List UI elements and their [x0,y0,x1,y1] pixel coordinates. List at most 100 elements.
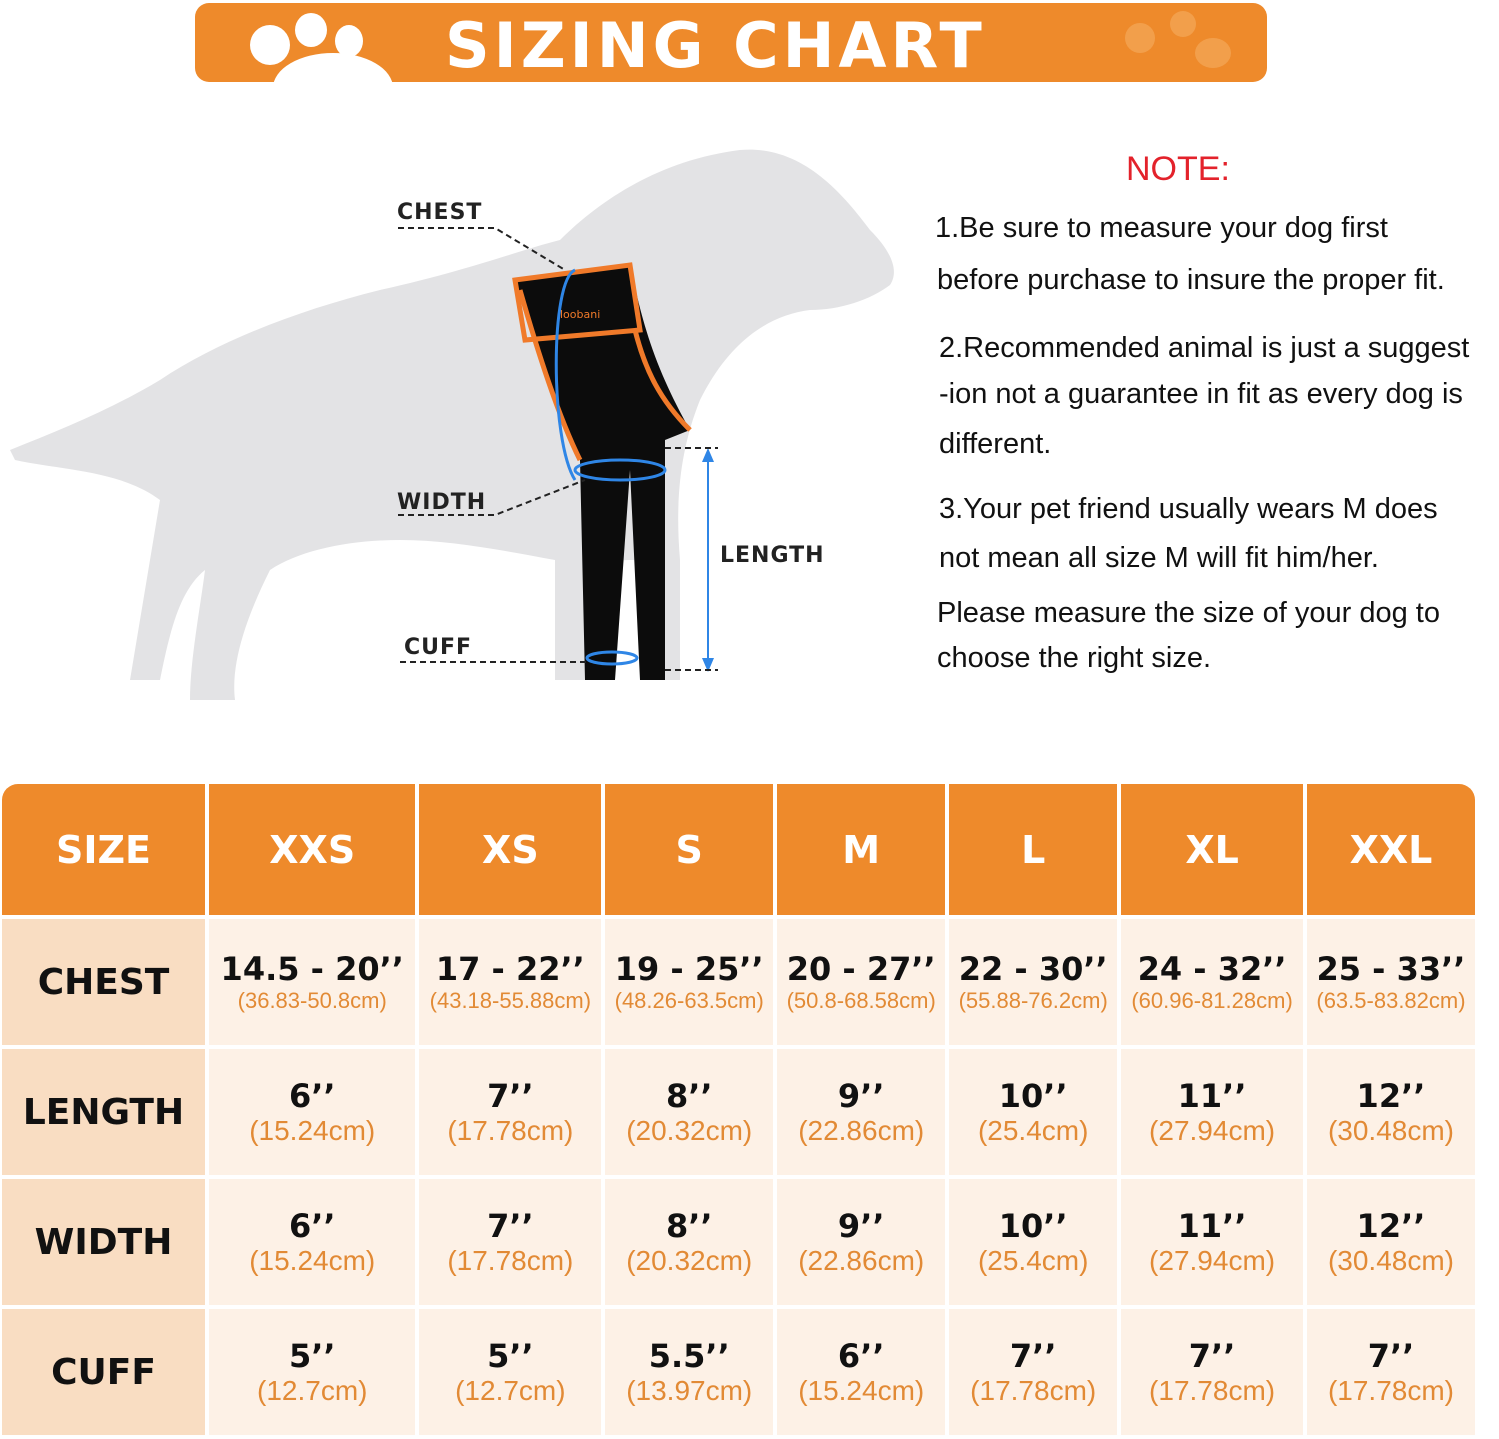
inch-value: 14.5 - 20’’ [220,950,404,988]
brand-logo: loobani [560,308,600,321]
note-line: before purchase to insure the proper fit… [937,264,1445,296]
inch-value: 7’’ [1009,1337,1057,1375]
inch-value: 8’’ [665,1207,713,1245]
note-line: 2.Recommended animal is just a suggest [939,332,1470,364]
length-label: LENGTH [720,543,825,568]
table-row: CHEST 14.5 - 20’’ (36.83-50.8cm) 17 - 22’’(… [2,919,1475,1045]
row-label: WIDTH [2,1179,205,1305]
inch-value: 6’’ [288,1207,336,1245]
chest-measure [554,268,577,481]
inch-value: 11’’ [1177,1077,1247,1115]
size-cell: 9’’ (22.86cm) [777,1049,946,1175]
inch-value: 19 - 25’’ [614,950,764,988]
cm-value: (25.4cm) [977,1115,1089,1146]
header-cell: S [605,784,774,915]
size-cell: 12’’ (30.48cm) [1306,1179,1475,1305]
inch-value: 22 - 30’’ [958,950,1108,988]
header-cell: XL [1121,784,1303,915]
dog-diagram: loobani [10,149,894,701]
inch-value: 7’’ [487,1207,534,1245]
cm-value: (22.86cm) [798,1115,925,1146]
note-line: choose the right size. [937,642,1212,674]
note-line: different. [939,428,1052,460]
inch-value: 17 - 22’’ [435,950,585,988]
row-label: LENGTH [2,1049,205,1175]
cm-value: (60.96-81.28cm) [1131,988,1293,1013]
cm-value: (43.18-55.88cm) [429,988,592,1013]
note-title: NOTE: [1126,150,1230,188]
inch-value: 10’’ [998,1207,1068,1245]
size-cell: 8’’ (20.32cm) [605,1049,774,1175]
size-cell: 6’’ (15.24cm) [209,1049,416,1175]
size-cell: 10’’ (25.4cm) [949,1179,1118,1305]
cm-value: (27.94cm) [1149,1115,1276,1146]
note-line: Please measure the size of your dog to [937,597,1440,629]
cm-value: (15.24cm) [249,1115,376,1146]
cm-value: (13.97cm) [626,1375,753,1406]
cm-value: (30.48cm) [1327,1115,1454,1146]
inch-value: 7’’ [1367,1337,1415,1375]
inch-value: 20 - 27’’ [786,950,936,988]
note-line: 3.Your pet friend usually wears M does [939,493,1438,525]
inch-value: 10’’ [998,1077,1068,1115]
size-cell: 20 - 27’’ (50.8-68.58cm) [777,919,946,1045]
size-cell: 6’’ (15.24cm) [209,1179,416,1305]
cm-value: (17.78cm) [447,1245,574,1276]
size-cell: 10’’ (25.4cm) [949,1049,1118,1175]
inch-value: 12’’ [1356,1077,1426,1115]
inch-value: 7’’ [1188,1337,1236,1375]
cm-value: (30.48cm) [1327,1245,1454,1276]
size-cell: 8’’ (20.32cm) [605,1179,774,1305]
inch-value: 8’’ [665,1077,713,1115]
header-cell: XS [419,784,602,915]
inch-value: 9’’ [837,1207,885,1245]
size-cell: 6’’ (15.24cm) [777,1309,946,1435]
cm-value: (17.78cm) [1149,1375,1276,1406]
size-cell: 7’’ (17.78cm) [1306,1309,1475,1435]
size-cell: 14.5 - 20’’ (36.83-50.8cm) [209,919,416,1045]
inch-value: 24 - 32’’ [1137,950,1287,988]
cm-value: (50.8-68.58cm) [786,988,936,1013]
size-cell: 5.5’’ (13.97cm) [605,1309,774,1435]
inch-value: 6’’ [837,1337,885,1375]
inch-value: 25 - 33’’ [1316,950,1466,988]
header-cell: XXS [209,784,416,915]
inch-value: 5.5’’ [648,1337,730,1375]
size-cell: 7’’ (17.78cm) [419,1179,602,1305]
note-line: not mean all size M will fit him/her. [939,542,1379,574]
cm-value: (55.88-76.2cm) [958,988,1108,1013]
chest-label: CHEST [397,200,483,225]
cm-value: (63.5-83.82cm) [1316,988,1466,1013]
cuff-measure [585,650,639,666]
table-row: WIDTH 6’’ (15.24cm) 7’’ (17.78cm) 8’’ (20.32cm… [2,1179,1475,1305]
inch-value: 7’’ [487,1077,534,1115]
cm-value: (12.7cm) [257,1375,368,1406]
inch-value: 12’’ [1356,1207,1426,1245]
size-cell: 5’’ (12.7cm) [419,1309,602,1435]
cm-value: (20.32cm) [626,1245,753,1276]
inch-value: 11’’ [1177,1207,1247,1245]
header-cell: M [777,784,946,915]
cuff-label: CUFF [404,635,473,660]
cm-value: (20.32cm) [626,1115,753,1146]
row-label: CUFF [2,1309,205,1435]
row-label: CHEST [2,919,205,1045]
dog-silhouette [10,149,894,701]
header-cell: SIZE [2,784,205,915]
cm-value: (12.7cm) [455,1375,566,1406]
size-cell: 25 - 33’’ (63.5-83.82cm) [1306,919,1475,1045]
inch-value: 5’’ [288,1337,336,1375]
cm-value: (36.83-50.8cm) [237,988,387,1013]
size-cell: 22 - 30’’ (55.88-76.2cm) [949,919,1118,1045]
size-cell: 11’’ (27.94cm) [1121,1179,1303,1305]
title-banner: SIZING CHART [195,3,1267,82]
size-cell: 17 - 22’’ (43.18-55.88cm) [419,919,602,1045]
cm-value: (15.24cm) [249,1245,376,1276]
header-cell: L [949,784,1118,915]
size-cell: 7’’ (17.78cm) [419,1049,602,1175]
cm-value: (22.86cm) [798,1245,925,1276]
inch-value: 9’’ [837,1077,885,1115]
cm-value: (48.26-63.5cm) [614,988,764,1013]
cm-value: (17.78cm) [1327,1375,1454,1406]
cm-value: (15.24cm) [798,1375,925,1406]
